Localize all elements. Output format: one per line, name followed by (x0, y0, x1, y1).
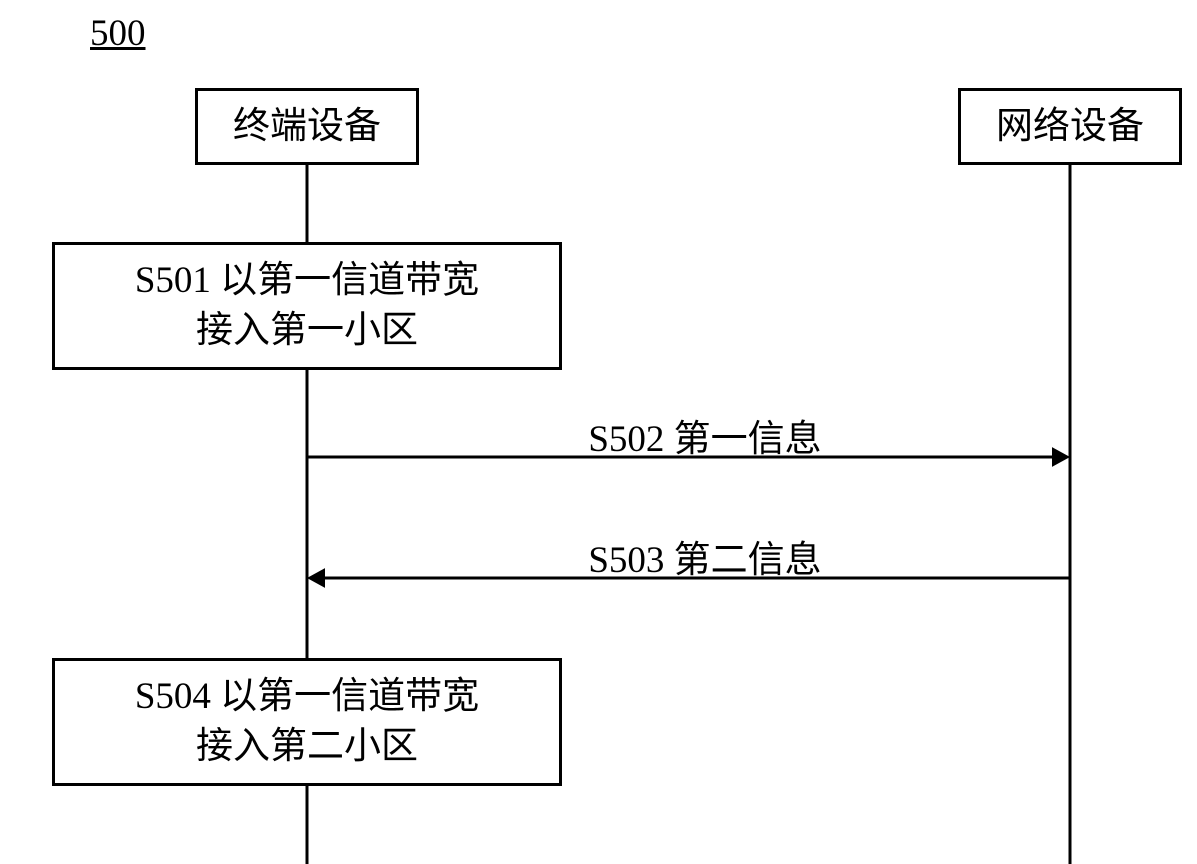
step-s501-box: S501 以第一信道带宽 接入第一小区 (52, 242, 562, 370)
figure-number: 500 (90, 12, 146, 55)
participant-network-device: 网络设备 (958, 88, 1182, 165)
message-s502-label: S502 第一信息 (530, 408, 880, 462)
message-s503-label: S503 第二信息 (530, 529, 880, 583)
participant-terminal-device: 终端设备 (195, 88, 419, 165)
step-s504-box: S504 以第一信道带宽 接入第二小区 (52, 658, 562, 786)
